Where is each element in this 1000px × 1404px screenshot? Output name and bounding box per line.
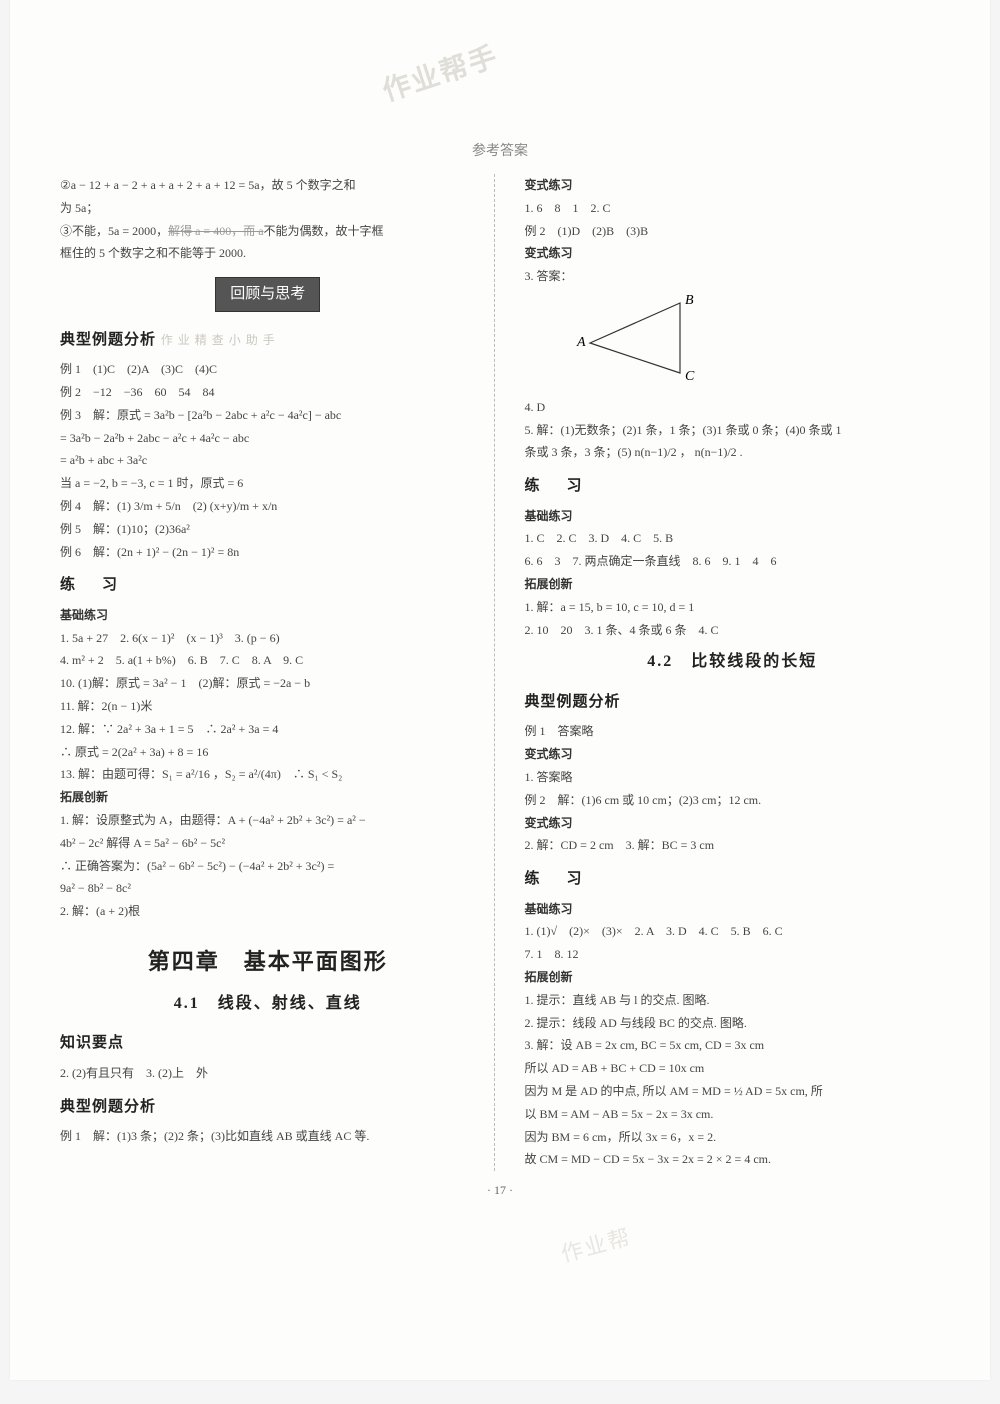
text-line: 4b² − 2c² 解得 A = 5a² − 6b² − 5c²	[60, 832, 476, 855]
subsection-title: 拓展创新	[525, 573, 941, 596]
text-line: ②a − 12 + a − 2 + a + a + 2 + a + 12 = 5…	[60, 174, 476, 197]
subsection-title: 拓展创新	[525, 966, 941, 989]
section-title: 知识要点	[60, 1029, 476, 1058]
text-line: 框住的 5 个数字之和不能等于 2000.	[60, 242, 476, 265]
text-line: 12. 解：∵ 2a² + 3a + 1 = 5 ∴ 2a² + 3a = 4	[60, 718, 476, 741]
text-line: 例 3 解：原式 = 3a²b − [2a²b − 2abc + a²c − 4…	[60, 404, 476, 427]
text-span: ③不能，5a = 2000，	[60, 224, 168, 238]
subsection-title: 基础练习	[525, 898, 941, 921]
text-line: 例 1 解：(1)3 条；(2)2 条；(3)比如直线 AB 或直线 AC 等.	[60, 1125, 476, 1148]
text-line: 1. (1)√ (2)× (3)× 2. A 3. D 4. C 5. B 6.…	[525, 920, 941, 943]
text-line: 10. (1)解：原式 = 3a² − 1 (2)解：原式 = −2a − b	[60, 672, 476, 695]
text-line: 例 5 解：(1)10；(2)36a²	[60, 518, 476, 541]
text-line: 4. D	[525, 396, 941, 419]
text-line: 故 CM = MD − CD = 5x − 3x = 2x = 2 × 2 = …	[525, 1148, 941, 1171]
text-line: 2. 提示：线段 AD 与线段 BC 的交点. 图略.	[525, 1012, 941, 1035]
subsection-title: 基础练习	[525, 505, 941, 528]
vertex-label-a: A	[576, 335, 586, 350]
text-line: ③不能，5a = 2000，解得 a = 400，而 a不能为偶数，故十字框	[60, 220, 476, 243]
subchapter-title: 4.1 线段、射线、直线	[60, 989, 476, 1019]
section-title: 典型例题分析 作 业 精 查 小 助 手	[60, 326, 476, 355]
subsection-title: 拓展创新	[60, 786, 476, 809]
text-line: 条或 3 条，3 条；(5) n(n−1)/2 ， n(n−1)/2 .	[525, 441, 941, 464]
text-line: ∴ 正确答案为：(5a² − 6b² − 5c²) − (−4a² + 2b² …	[60, 855, 476, 878]
left-column: ②a − 12 + a − 2 + a + a + 2 + a + 12 = 5…	[60, 174, 495, 1171]
text-line: 3. 答案：	[525, 265, 941, 288]
text-line: 当 a = −2, b = −3, c = 1 时，原式 = 6	[60, 472, 476, 495]
text-line: 3. 解：设 AB = 2x cm, BC = 5x cm, CD = 3x c…	[525, 1034, 941, 1057]
page-header: 参考答案	[60, 140, 940, 160]
triangle-diagram: A B C	[565, 288, 715, 388]
watermark-bottom: 作业帮	[557, 1219, 635, 1269]
strike-text: 解得 a = 400，而 a	[168, 224, 263, 238]
text-line: 例 2 (1)D (2)B (3)B	[525, 220, 941, 243]
text-line: 1. C 2. C 3. D 4. C 5. B	[525, 527, 941, 550]
two-column-layout: ②a − 12 + a − 2 + a + a + 2 + a + 12 = 5…	[60, 174, 940, 1171]
subchapter-title: 4.2 比较线段的长短	[525, 647, 941, 677]
text-span: 不能为偶数，故十字框	[264, 224, 384, 238]
text-line: 例 4 解：(1) 3/m + 5/n (2) (x+y)/m + x/n	[60, 495, 476, 518]
text-line: 因为 M 是 AD 的中点, 所以 AM = MD = ½ AD = 5x cm…	[525, 1080, 941, 1103]
text-line: 例 1 (1)C (2)A (3)C (4)C	[60, 358, 476, 381]
text-line: ∴ 原式 = 2(2a² + 3a) + 8 = 16	[60, 741, 476, 764]
text-line: 2. 解：(a + 2)根	[60, 900, 476, 923]
watermark-top: 作业帮手	[366, 28, 514, 117]
review-heading-box: 回顾与思考	[215, 277, 320, 312]
text-line: 1. 5a + 27 2. 6(x − 1)² (x − 1)³ 3. (p −…	[60, 627, 476, 650]
vertex-label-b: B	[685, 293, 694, 308]
text-line: 1. 解：设原整式为 A，由题得：A + (−4a² + 2b² + 3c²) …	[60, 809, 476, 832]
text-line: 例 2 −12 −36 60 54 84	[60, 381, 476, 404]
text-line: 为 5a；	[60, 197, 476, 220]
text-line: 5. 解：(1)无数条；(2)1 条，1 条；(3)1 条或 0 条；(4)0 …	[525, 419, 941, 442]
text-line: 以 BM = AM − AB = 5x − 2x = 3x cm.	[525, 1103, 941, 1126]
subsection-title: 变式练习	[525, 174, 941, 197]
text-line: = 3a²b − 2a²b + 2abc − a²c + 4a²c − abc	[60, 427, 476, 450]
subsection-title: 基础练习	[60, 604, 476, 627]
section-title: 典型例题分析	[525, 688, 941, 717]
subsection-title: 变式练习	[525, 242, 941, 265]
text-line: 4. m² + 2 5. a(1 + b%) 6. B 7. C 8. A 9.…	[60, 649, 476, 672]
text-line: 例 6 解：(2n + 1)² − (2n − 1)² = 8n	[60, 541, 476, 564]
chapter-title: 第四章 基本平面图形	[60, 941, 476, 983]
title-text: 典型例题分析	[60, 332, 156, 348]
text-line: 11. 解：2(n − 1)米	[60, 695, 476, 718]
section-title: 练 习	[525, 865, 941, 894]
text-line: 1. 解：a = 15, b = 10, c = 10, d = 1	[525, 596, 941, 619]
text-line: 7. 1 8. 12	[525, 943, 941, 966]
text-line: 2. 解：CD = 2 cm 3. 解：BC = 3 cm	[525, 834, 941, 857]
text-line: 例 1 答案略	[525, 720, 941, 743]
text-line: 所以 AD = AB + BC + CD = 10x cm	[525, 1057, 941, 1080]
page: 作业帮手 参考答案 ②a − 12 + a − 2 + a + a + 2 + …	[10, 0, 990, 1380]
text-line: 2. (2)有且只有 3. (2)上 外	[60, 1062, 476, 1085]
section-title: 练 习	[525, 472, 941, 501]
subsection-title: 变式练习	[525, 812, 941, 835]
right-column: 变式练习 1. 6 8 1 2. C 例 2 (1)D (2)B (3)B 变式…	[525, 174, 941, 1171]
vertex-label-c: C	[685, 369, 695, 384]
text-line: 2. 10 20 3. 1 条、4 条或 6 条 4. C	[525, 619, 941, 642]
text-line: 1. 提示：直线 AB 与 l 的交点. 图略.	[525, 989, 941, 1012]
text-line: 因为 BM = 6 cm，所以 3x = 6，x = 2.	[525, 1126, 941, 1149]
text-line: 9a² − 8b² − 8c²	[60, 877, 476, 900]
text-line: 例 2 解：(1)6 cm 或 10 cm；(2)3 cm；12 cm.	[525, 789, 941, 812]
subsection-title: 变式练习	[525, 743, 941, 766]
subtitle-faint: 作 业 精 查 小 助 手	[161, 333, 276, 347]
text-line: = a²b + abc + 3a²c	[60, 449, 476, 472]
text-line: 1. 答案略	[525, 766, 941, 789]
text-line: 1. 6 8 1 2. C	[525, 197, 941, 220]
text-line: 13. 解：由题可得：S₁ = a²/16 ，S₂ = a²/(4π) ∴ S₁…	[60, 763, 476, 786]
section-title: 练 习	[60, 571, 476, 600]
page-number: · 17 ·	[60, 1183, 940, 1198]
section-title: 典型例题分析	[60, 1093, 476, 1122]
text-line: 6. 6 3 7. 两点确定一条直线 8. 6 9. 1 4 6	[525, 550, 941, 573]
